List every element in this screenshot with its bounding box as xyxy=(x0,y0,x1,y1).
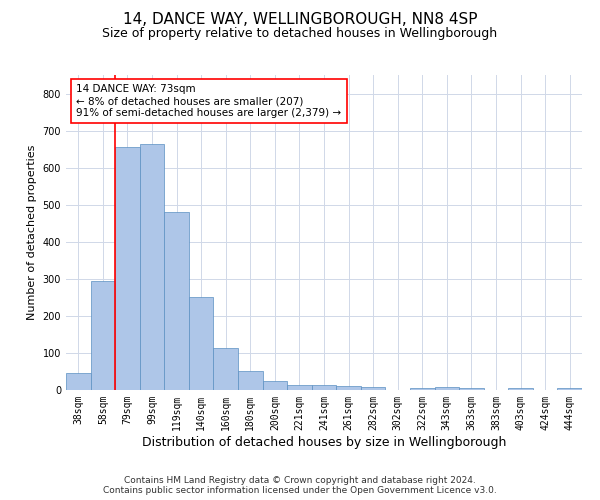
Bar xyxy=(287,385,312,390)
Bar xyxy=(238,372,263,390)
Bar xyxy=(410,388,434,390)
Bar xyxy=(214,348,238,390)
Bar xyxy=(434,388,459,390)
Bar xyxy=(508,388,533,390)
Bar xyxy=(361,388,385,390)
Bar xyxy=(115,148,140,390)
Bar xyxy=(459,388,484,390)
Bar xyxy=(66,374,91,390)
Bar xyxy=(189,298,214,390)
Text: Contains HM Land Registry data © Crown copyright and database right 2024.: Contains HM Land Registry data © Crown c… xyxy=(124,476,476,485)
Bar xyxy=(312,385,336,390)
Text: 14 DANCE WAY: 73sqm
← 8% of detached houses are smaller (207)
91% of semi-detach: 14 DANCE WAY: 73sqm ← 8% of detached hou… xyxy=(76,84,341,117)
Text: Size of property relative to detached houses in Wellingborough: Size of property relative to detached ho… xyxy=(103,28,497,40)
Bar xyxy=(91,282,115,390)
X-axis label: Distribution of detached houses by size in Wellingborough: Distribution of detached houses by size … xyxy=(142,436,506,448)
Bar xyxy=(336,386,361,390)
Bar xyxy=(164,212,189,390)
Y-axis label: Number of detached properties: Number of detached properties xyxy=(27,145,37,320)
Bar xyxy=(557,388,582,390)
Text: Contains public sector information licensed under the Open Government Licence v3: Contains public sector information licen… xyxy=(103,486,497,495)
Bar xyxy=(263,380,287,390)
Bar xyxy=(140,144,164,390)
Text: 14, DANCE WAY, WELLINGBOROUGH, NN8 4SP: 14, DANCE WAY, WELLINGBOROUGH, NN8 4SP xyxy=(123,12,477,28)
